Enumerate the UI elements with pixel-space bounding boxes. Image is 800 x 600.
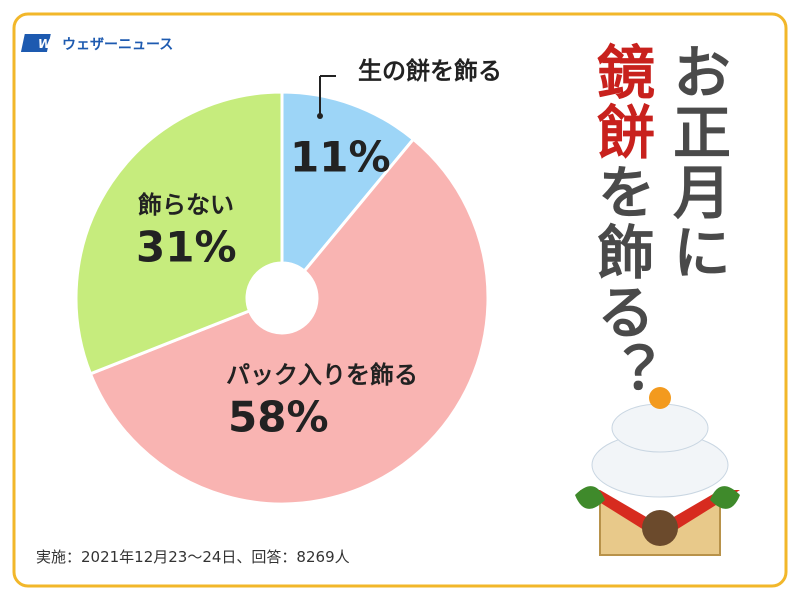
value-label: 58% (228, 393, 329, 442)
paper (600, 490, 720, 525)
logo-mark: WN (38, 37, 61, 51)
slice-label: 生の餅を飾る (358, 57, 502, 85)
donut-hole (247, 263, 317, 333)
leaves (575, 486, 740, 509)
logo-box (20, 34, 51, 52)
note: 実施：2021年12月23〜24日、回答：8269人 (36, 548, 350, 566)
title-column: 鏡餅を飾る？ (587, 42, 655, 402)
pie (74, 90, 490, 506)
title-emphasis: 鏡餅 (587, 42, 655, 162)
leader-dot (317, 113, 323, 119)
ornament (642, 510, 678, 546)
value-label: 31% (136, 223, 237, 272)
logo-name: ウェザーニュース (62, 37, 173, 53)
kagami-mochi (575, 387, 740, 556)
value-label: 11% (290, 133, 391, 182)
title: を飾る？ (587, 162, 655, 402)
title: お正月に (663, 42, 731, 282)
title-column: お正月に (663, 42, 731, 282)
mochi (611, 403, 709, 453)
orange (649, 387, 671, 409)
slice-label: 飾らない (138, 191, 234, 219)
slice-label: パック入りを飾る (226, 361, 418, 389)
logo: WN ウェザーニュース (20, 34, 173, 53)
